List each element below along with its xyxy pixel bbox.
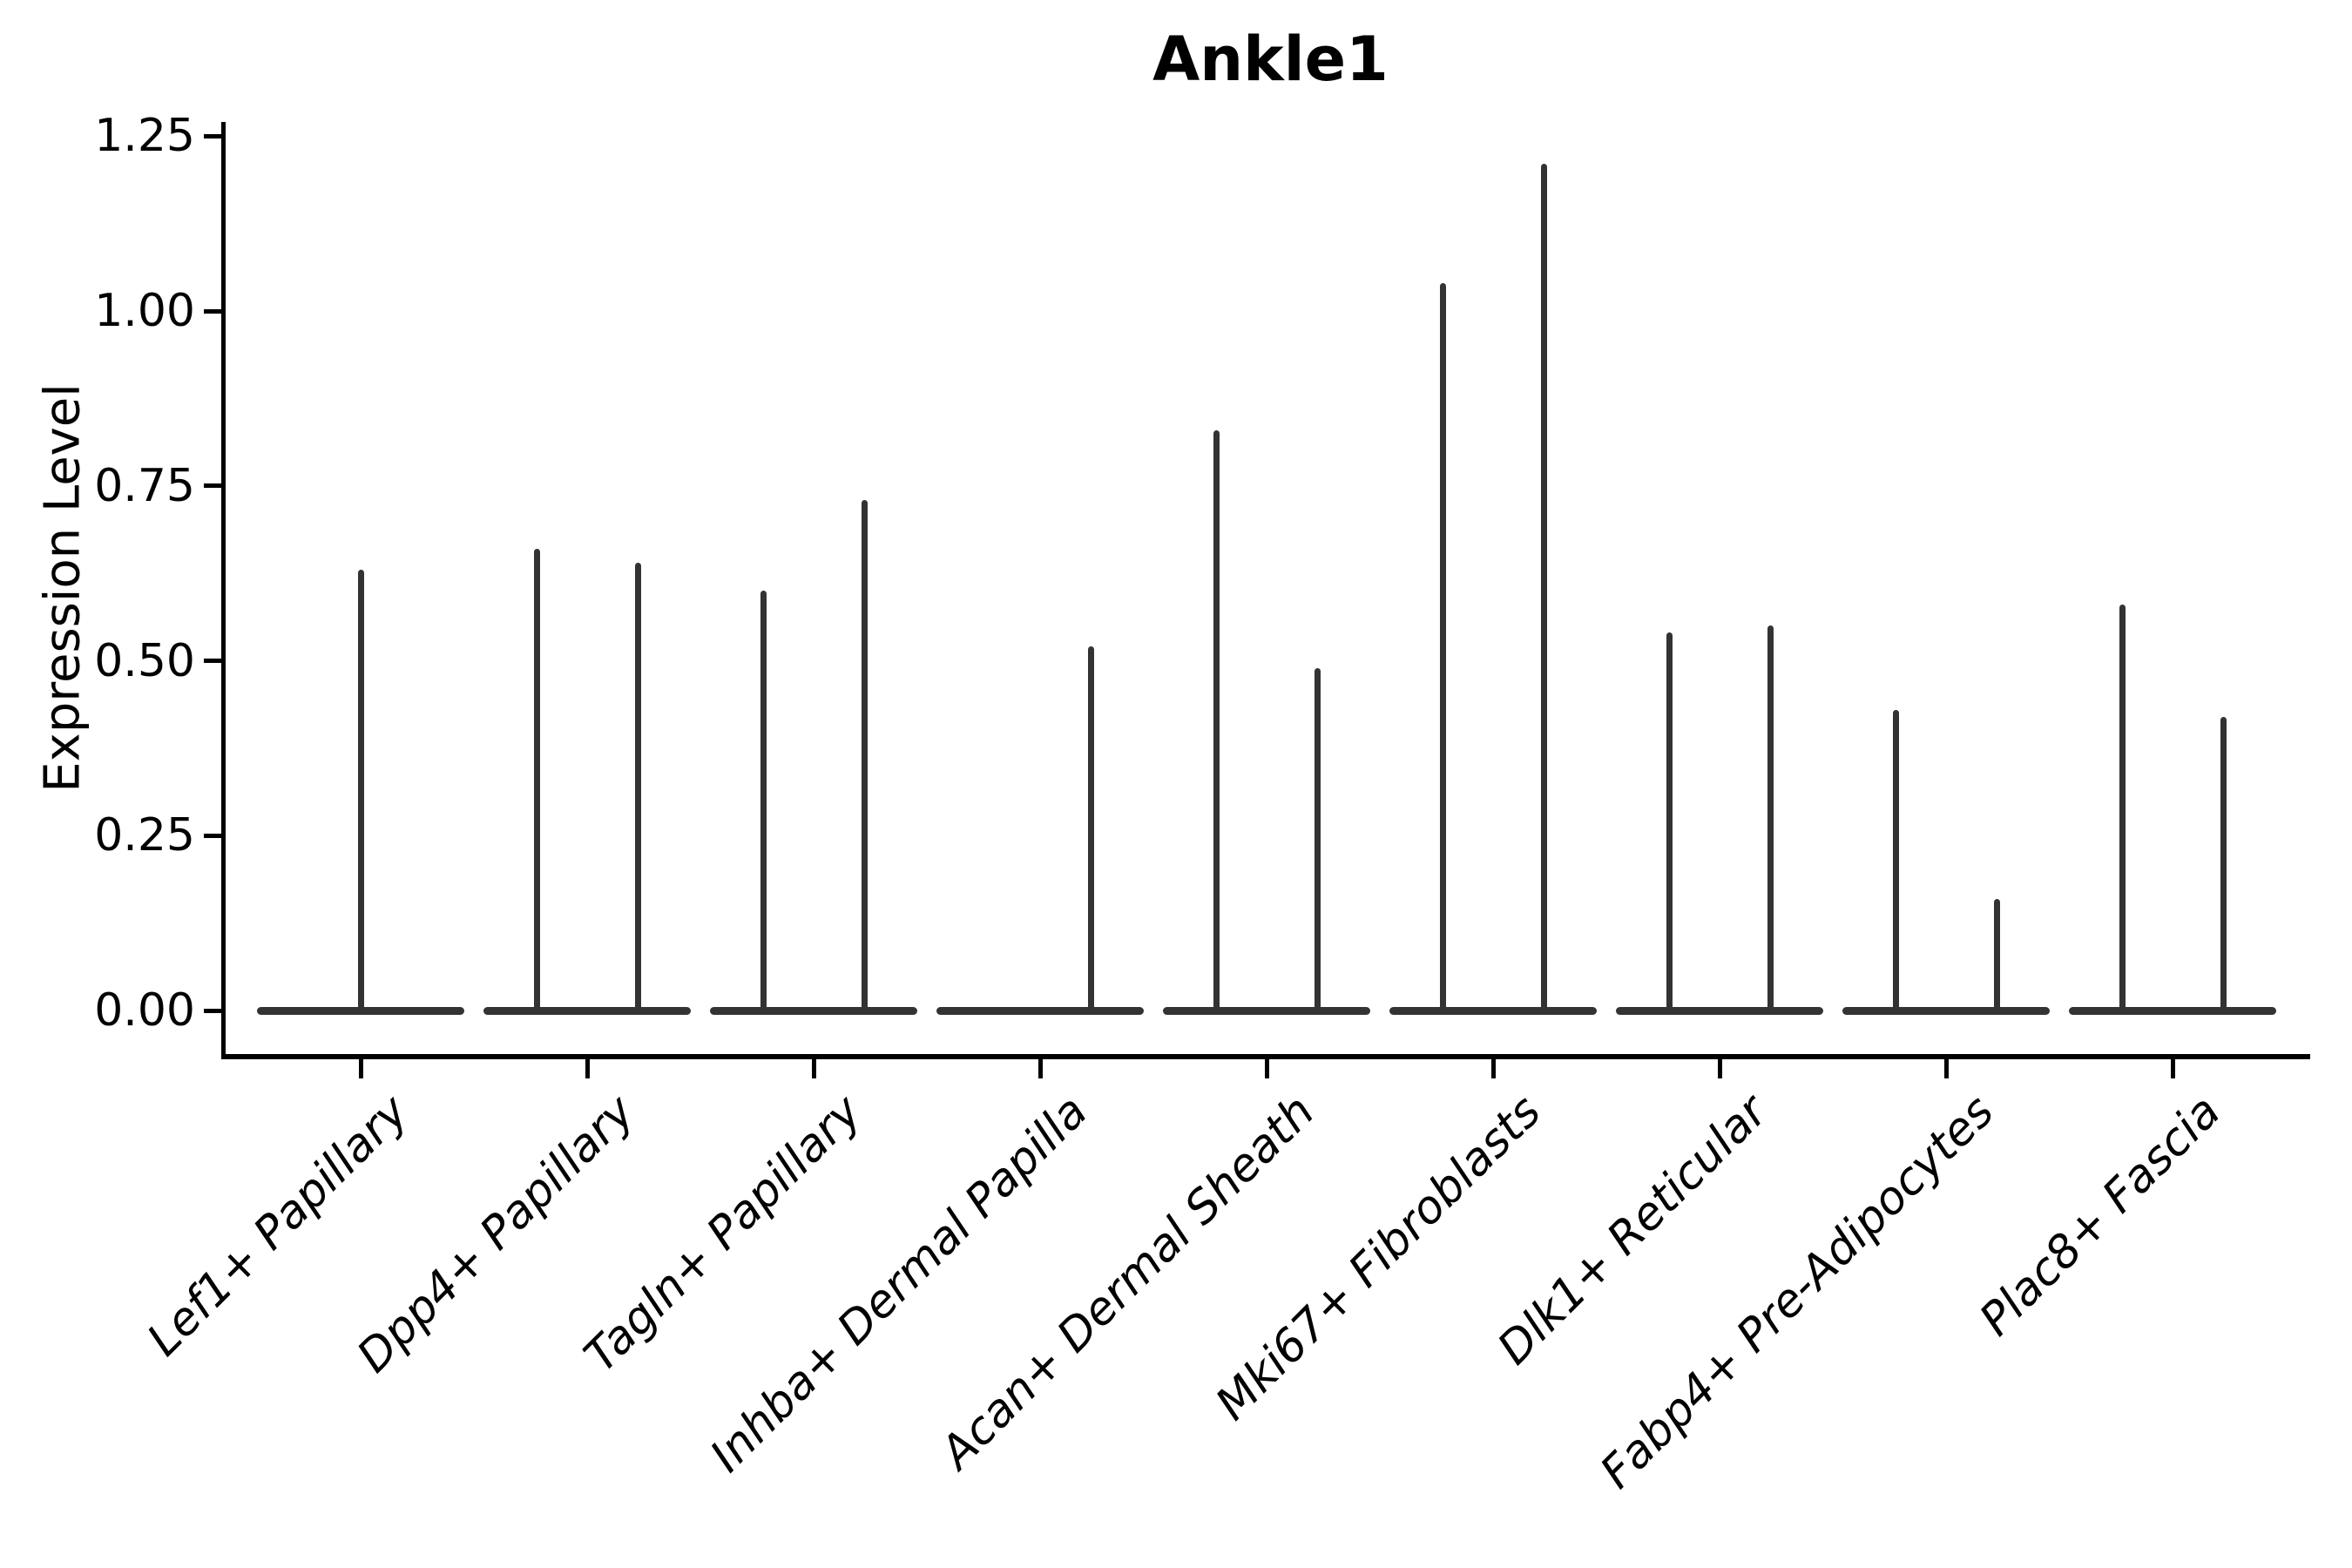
y-tick-mark — [204, 483, 221, 489]
x-tick-mark — [1037, 1058, 1043, 1078]
x-axis-spine — [221, 1054, 2310, 1059]
violin-spike — [1213, 429, 1220, 1010]
violin-spike — [1892, 709, 1899, 1010]
violin-baseline — [2069, 1006, 2276, 1015]
x-tick-mark — [1490, 1058, 1496, 1078]
x-tick-label: Acan+ Dermal Sheath — [930, 1085, 1325, 1479]
x-tick-mark — [1943, 1058, 1949, 1078]
violin-spike — [1540, 164, 1547, 1010]
violin-baseline — [257, 1006, 464, 1015]
x-tick-mark — [1264, 1058, 1269, 1078]
x-tick-mark — [358, 1058, 363, 1078]
y-tick-mark — [204, 659, 221, 663]
y-tick-mark — [204, 308, 221, 314]
chart-title: Ankle1 — [1152, 24, 1389, 95]
y-tick-label: 0.25 — [94, 809, 195, 862]
x-tick-mark — [811, 1058, 816, 1078]
violin-spike — [634, 563, 641, 1010]
y-tick-mark — [204, 133, 221, 139]
violin-baseline — [1616, 1006, 1823, 1015]
violin-spike — [1993, 898, 2000, 1010]
violin-spike — [357, 570, 364, 1010]
y-tick-label: 1.25 — [94, 110, 195, 163]
y-tick-mark — [204, 833, 221, 838]
violin-spike — [533, 549, 540, 1010]
x-tick-label: Plac8+ Fascia — [1970, 1085, 2231, 1347]
violin-spike — [1767, 625, 1774, 1010]
violin-baseline — [710, 1006, 917, 1015]
violin-spike — [1087, 646, 1094, 1010]
y-tick-label: 0.50 — [94, 634, 195, 687]
violin-baseline — [936, 1006, 1144, 1015]
violin-baseline — [1842, 1006, 2050, 1015]
y-tick-label: 0.00 — [94, 984, 195, 1037]
violin-baseline — [1163, 1006, 1370, 1015]
x-tick-mark — [585, 1058, 590, 1078]
violin-spike — [2119, 605, 2126, 1010]
x-tick-label: Inhba+ Dermal Papilla — [700, 1085, 1098, 1483]
y-axis-spine — [221, 122, 226, 1059]
violin-spike — [1439, 282, 1446, 1010]
violin-spike — [861, 499, 868, 1010]
violin-spike — [2220, 716, 2227, 1010]
x-tick-label: Fabp4+ Pre-Adipocytes — [1590, 1085, 2004, 1499]
y-tick-label: 1.00 — [94, 285, 195, 337]
violin-spike — [1666, 632, 1673, 1010]
violin-spike — [1314, 667, 1321, 1010]
violin-baseline — [483, 1006, 691, 1015]
violin-baseline — [1389, 1006, 1597, 1015]
violin-spike — [760, 591, 767, 1010]
x-tick-mark — [1717, 1058, 1722, 1078]
y-tick-label: 0.75 — [94, 459, 195, 512]
y-tick-mark — [204, 1008, 221, 1013]
x-tick-mark — [2170, 1058, 2175, 1078]
y-axis-label: Expression Level — [34, 383, 91, 793]
